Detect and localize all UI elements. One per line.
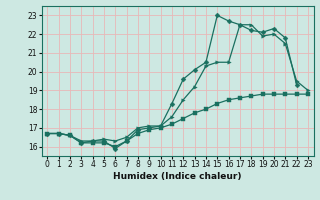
- X-axis label: Humidex (Indice chaleur): Humidex (Indice chaleur): [113, 172, 242, 181]
